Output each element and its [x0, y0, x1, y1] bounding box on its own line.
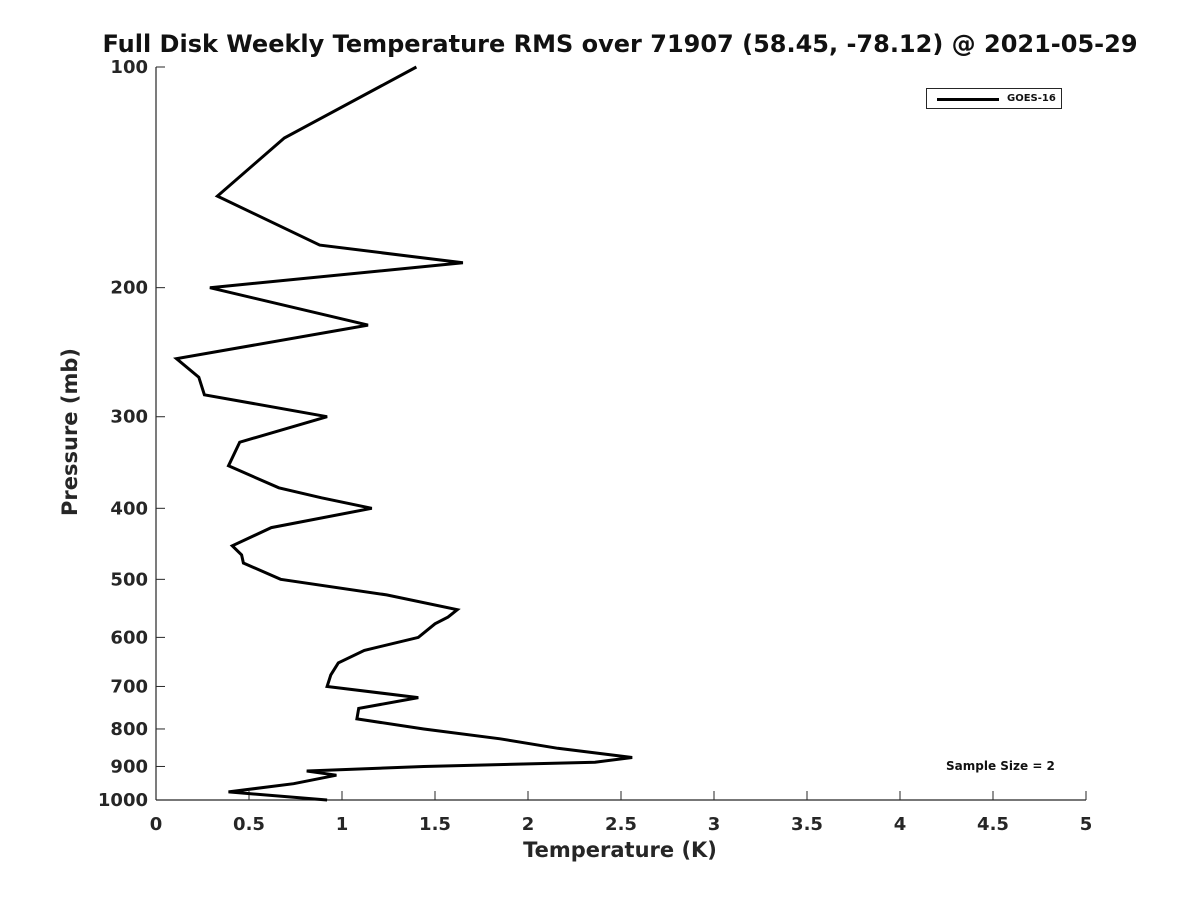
x-tick-label: 0 [150, 814, 163, 835]
sample-size-annotation: Sample Size = 2 [946, 759, 1055, 773]
y-tick-label: 200 [110, 278, 148, 299]
y-tick-label: 900 [110, 756, 148, 777]
x-tick-label: 2 [522, 814, 535, 835]
x-tick-label: 4 [894, 814, 907, 835]
y-tick-label: 300 [110, 407, 148, 428]
x-axis-label: Temperature (K) [523, 838, 717, 862]
legend-label-goes-16: GOES-16 [1007, 93, 1056, 104]
series-line-goes-16 [173, 65, 633, 802]
series-lines [173, 65, 633, 802]
y-axis-label: Pressure (mb) [58, 348, 82, 516]
axes: 0 0.5 1 1.5 2 2.5 3 3.5 4 4.5 5 100 200 300 400 500 600 7… [98, 57, 1092, 835]
x-tick-label: 1 [336, 814, 349, 835]
x-tick-label: 0.5 [233, 814, 265, 835]
y-tick-label: 600 [110, 627, 148, 648]
x-tick-label: 1.5 [419, 814, 451, 835]
y-tick-label: 400 [110, 498, 148, 519]
x-tick-label: 5 [1080, 814, 1093, 835]
chart-title: Full Disk Weekly Temperature RMS over 71… [102, 30, 1138, 58]
x-tick-label: 2.5 [605, 814, 637, 835]
x-tick-label: 4.5 [977, 814, 1009, 835]
x-tick-label: 3 [708, 814, 721, 835]
x-tick-label: 3.5 [791, 814, 823, 835]
y-tick-label: 100 [110, 57, 148, 78]
y-tick-label: 800 [110, 719, 148, 740]
legend: GOES-16 [926, 88, 1062, 109]
legend-swatch-goes-16 [937, 98, 999, 101]
y-tick-label: 500 [110, 569, 148, 590]
y-tick-label: 700 [110, 676, 148, 697]
y-tick-label: 1000 [98, 790, 148, 811]
